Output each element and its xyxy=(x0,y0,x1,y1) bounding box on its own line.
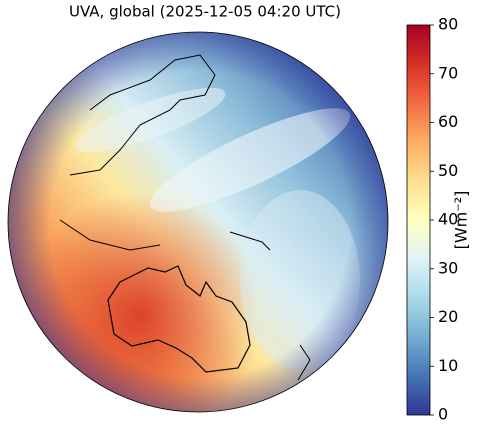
title: UVA, global (2025-12-05 04:20 UTC) xyxy=(69,3,341,21)
colorbar xyxy=(406,24,431,416)
colorbar-tick-label: 80 xyxy=(438,15,458,34)
globe xyxy=(8,32,388,412)
colorbar-tick-label: 50 xyxy=(438,161,458,180)
colorbar-tick-label: 30 xyxy=(438,258,458,277)
colorbar-tick-label: 20 xyxy=(438,307,458,326)
colorbar-tick-label: 40 xyxy=(438,210,458,229)
colorbar-tick-label: 0 xyxy=(438,405,448,424)
colorbar-tick-label: 70 xyxy=(438,63,458,82)
colorbar-label: [Wm⁻²] xyxy=(452,191,471,250)
globe-outline xyxy=(7,31,389,413)
colorbar-tick-label: 60 xyxy=(438,112,458,131)
colorbar-tick-label: 10 xyxy=(438,356,458,375)
